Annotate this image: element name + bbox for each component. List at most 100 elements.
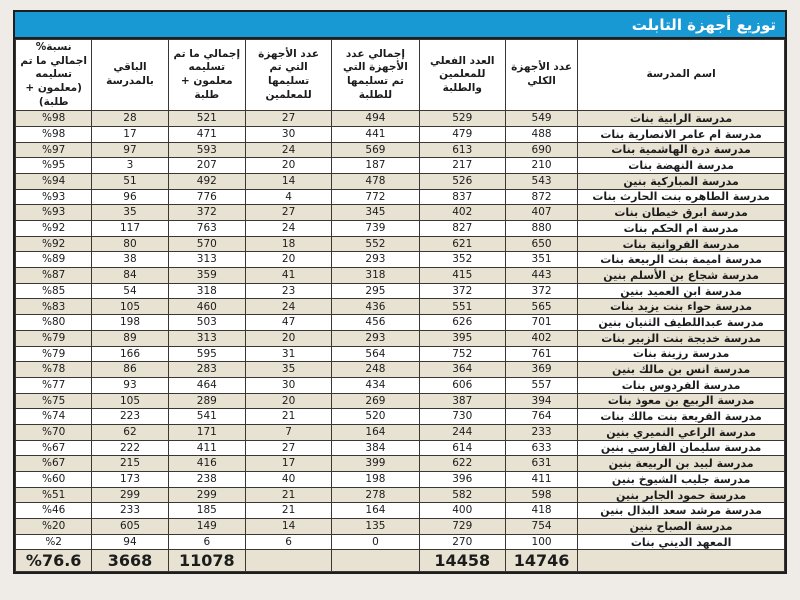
students-delivered-cell: 345: [331, 204, 420, 222]
total-delivered-cell: 318: [167, 282, 246, 300]
school-name-cell: مدرسة الصباح بنين: [577, 518, 785, 535]
teachers-delivered-cell: 21: [244, 408, 333, 425]
school-name-cell: مدرسة الرابية بنات: [577, 110, 785, 127]
percentage-cell: %98: [14, 110, 93, 127]
school-name-cell: مدرسة سليمان الفارسي بنين: [577, 439, 785, 457]
students-delivered-cell: 248: [331, 361, 420, 378]
teachers-delivered-cell: 7: [244, 423, 333, 441]
remaining-cell: 105: [91, 392, 169, 410]
school-name-cell: مدرسة الفردوس بنات: [577, 376, 785, 394]
totals-total-delivered-cell: 11078: [167, 549, 246, 573]
students-delivered-cell: 0: [331, 533, 420, 551]
total-delivered-cell: 289: [167, 392, 246, 410]
total-devices-cell: 764: [504, 408, 579, 425]
percentage-cell: %97: [14, 141, 93, 159]
total-delivered-cell: 492: [167, 172, 246, 190]
school-name-cell: مدرسة جليب الشيوخ بنين: [577, 471, 785, 488]
school-name-cell: المعهد الديني بنات: [577, 533, 785, 551]
students-delivered-cell: 520: [331, 408, 420, 425]
report-frame: توزيع أجهزة التابلت اسم المدرسة عدد الأج…: [13, 10, 787, 575]
col-header-school-name: اسم المدرسة: [577, 38, 785, 112]
students-delivered-cell: 436: [331, 298, 420, 316]
table-row: مدرسة الطاهره بنت الحارث بنات 872 837 77…: [14, 188, 785, 206]
total-devices-cell: 402: [504, 329, 579, 347]
remaining-cell: 173: [91, 471, 169, 488]
teachers-delivered-cell: 24: [244, 141, 333, 159]
remaining-cell: 299: [91, 486, 169, 504]
total-devices-cell: 701: [504, 314, 579, 331]
actual-count-cell: 372: [418, 282, 506, 300]
table-row: مدرسة المباركية بنين 543 526 478 14 492 …: [14, 172, 785, 190]
total-delivered-cell: 776: [167, 188, 246, 206]
table-row: مدرسة مرشد سعد البذال بنين 418 400 164 2…: [14, 502, 785, 520]
total-delivered-cell: 313: [167, 251, 246, 269]
remaining-cell: 84: [91, 267, 169, 284]
total-delivered-cell: 763: [167, 220, 246, 237]
remaining-cell: 94: [91, 533, 169, 551]
actual-count-cell: 244: [418, 423, 506, 441]
total-delivered-cell: 593: [167, 141, 246, 159]
percentage-cell: %78: [14, 361, 93, 378]
table-row: مدرسة اميمة بنت الربيعة بنات 351 352 293…: [14, 251, 785, 269]
remaining-cell: 38: [91, 251, 169, 269]
students-delivered-cell: 198: [331, 471, 420, 488]
table-row: مدرسة عبداللطيف الثنيان بنين 701 626 456…: [14, 314, 785, 331]
totals-row: 14746 14458 11078 3668 %76.6: [14, 549, 785, 573]
table-row: مدرسة ام الحكم بنات 880 827 739 24 763 1…: [14, 220, 785, 237]
table-row: مدرسة الفروانية بنات 650 621 552 18 570 …: [14, 235, 785, 253]
actual-count-cell: 752: [418, 345, 506, 363]
total-delivered-cell: 411: [167, 439, 246, 457]
remaining-cell: 51: [91, 172, 169, 190]
actual-count-cell: 217: [418, 157, 506, 174]
percentage-cell: %2: [14, 533, 93, 551]
school-name-cell: مدرسة اميمة بنت الربيعة بنات: [577, 251, 785, 269]
totals-percentage-cell: %76.6: [14, 549, 93, 573]
remaining-cell: 28: [91, 110, 169, 127]
total-delivered-cell: 503: [167, 314, 246, 331]
total-devices-cell: 549: [504, 110, 579, 127]
students-delivered-cell: 456: [331, 314, 420, 331]
remaining-cell: 223: [91, 408, 169, 425]
school-name-cell: مدرسة رزينة بنات: [577, 345, 785, 363]
teachers-delivered-cell: 4: [244, 188, 333, 206]
percentage-cell: %70: [14, 423, 93, 441]
total-delivered-cell: 460: [167, 298, 246, 316]
actual-count-cell: 582: [418, 486, 506, 504]
total-delivered-cell: 464: [167, 376, 246, 394]
students-delivered-cell: 269: [331, 392, 420, 410]
total-devices-cell: 598: [504, 486, 579, 504]
teachers-delivered-cell: 14: [244, 172, 333, 190]
school-name-cell: مدرسة الراعي النميري بنين: [577, 423, 785, 441]
total-devices-cell: 880: [504, 220, 579, 237]
remaining-cell: 105: [91, 298, 169, 316]
total-devices-cell: 418: [504, 502, 579, 520]
remaining-cell: 89: [91, 329, 169, 347]
actual-count-cell: 400: [418, 502, 506, 520]
col-header-total-delivered: إجمالي ما تم تسليمه معلمون + طلبة: [167, 38, 246, 112]
totals-school-cell: [577, 549, 785, 573]
percentage-cell: %83: [14, 298, 93, 316]
percentage-cell: %87: [14, 267, 93, 284]
actual-count-cell: 387: [418, 392, 506, 410]
percentage-cell: %79: [14, 329, 93, 347]
totals-remaining-cell: 3668: [91, 549, 169, 573]
school-name-cell: مدرسة عبداللطيف الثنيان بنين: [577, 314, 785, 331]
remaining-cell: 198: [91, 314, 169, 331]
table-row: مدرسة حمود الجابر بنين 598 582 278 21 29…: [14, 486, 785, 504]
students-delivered-cell: 318: [331, 267, 420, 284]
actual-count-cell: 613: [418, 141, 506, 159]
percentage-cell: %89: [14, 251, 93, 269]
total-delivered-cell: 416: [167, 455, 246, 473]
teachers-delivered-cell: 14: [244, 518, 333, 535]
total-delivered-cell: 149: [167, 518, 246, 535]
table-row: مدرسة الرابية بنات 549 529 494 27 521 28…: [14, 110, 785, 127]
school-name-cell: مدرسة حواء بنت يزيد بنات: [577, 298, 785, 316]
teachers-delivered-cell: 30: [244, 376, 333, 394]
totals-actual-count-cell: 14458: [418, 549, 506, 573]
teachers-delivered-cell: 20: [244, 329, 333, 347]
totals-teachers-delivered-cell: [244, 549, 333, 573]
total-devices-cell: 369: [504, 361, 579, 378]
table-header: اسم المدرسة عدد الأجهزة الكلي العدد الفع…: [14, 38, 785, 112]
school-name-cell: مدرسة حمود الجابر بنين: [577, 486, 785, 504]
teachers-delivered-cell: 41: [244, 267, 333, 284]
